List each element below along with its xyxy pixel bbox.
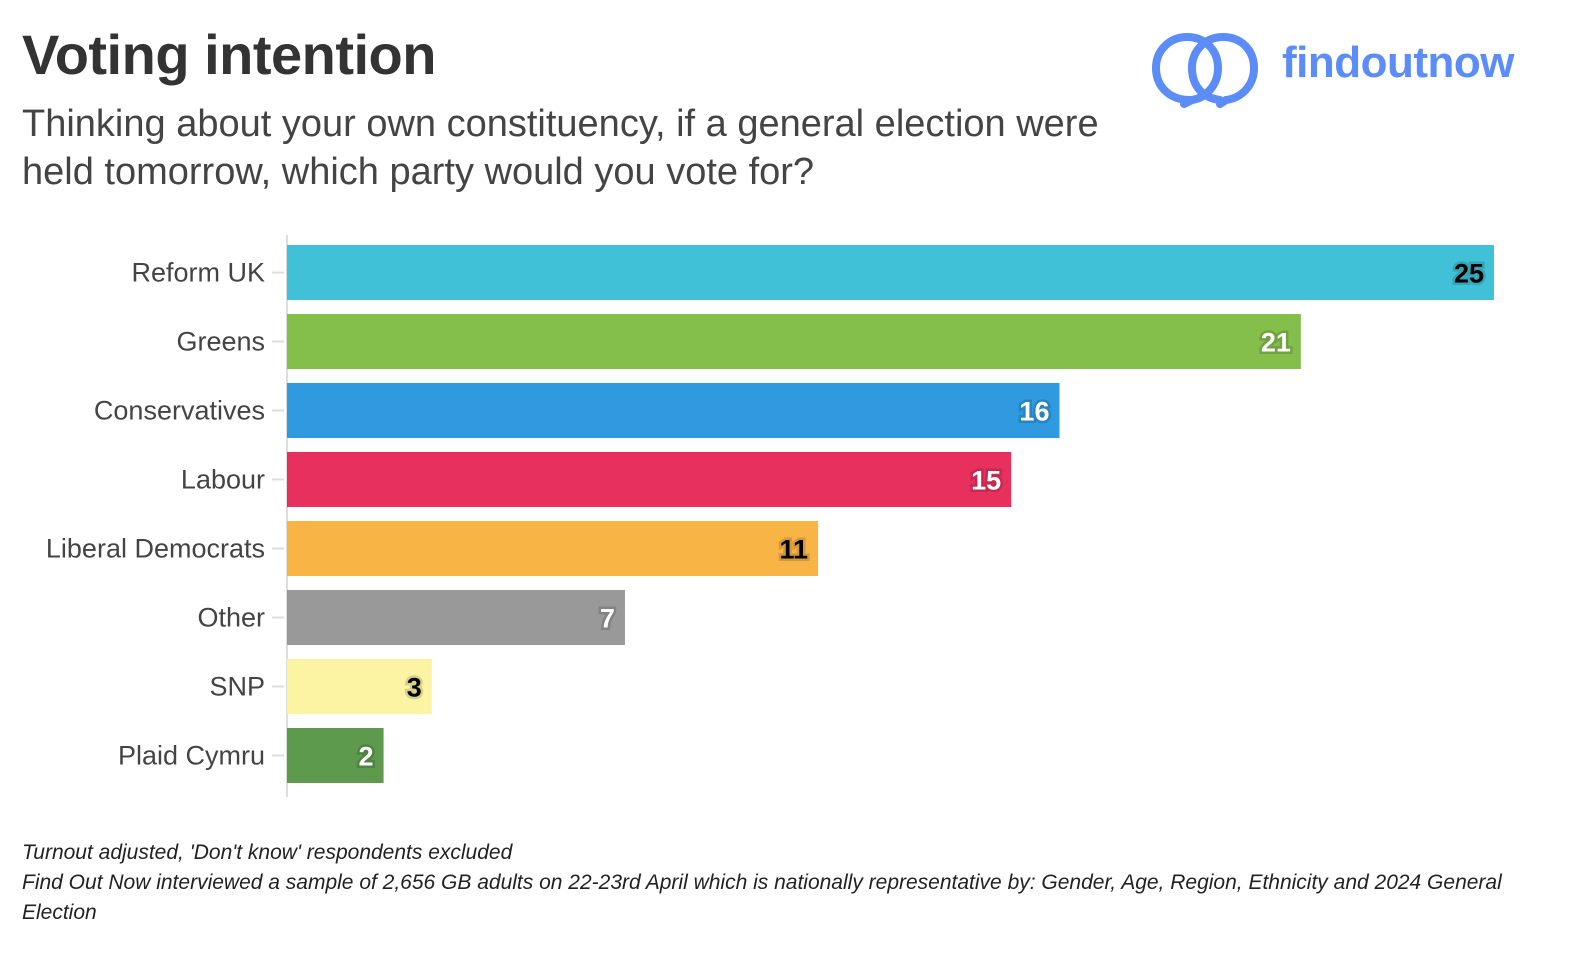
bar-snp	[287, 659, 432, 714]
category-label: Other	[197, 603, 265, 633]
data-label: 16	[1019, 397, 1049, 427]
chart-subtitle: Thinking about your own constituency, if…	[22, 103, 1099, 193]
category-label: Plaid Cymru	[118, 741, 265, 771]
logo-text: findoutnow	[1282, 38, 1515, 87]
bar-reform-uk	[287, 245, 1494, 300]
bar-greens	[287, 314, 1301, 369]
category-label: Conservatives	[94, 396, 265, 426]
bar-chart: Reform UK 25 Greens 21 Conservatives 16 Labour…	[46, 235, 1494, 797]
data-label: 2	[359, 742, 374, 772]
note-turnout: Turnout adjusted, 'Don't know' responden…	[22, 841, 513, 864]
bar-conservatives	[287, 383, 1060, 438]
bar-labour	[287, 452, 1012, 507]
category-label: SNP	[209, 672, 265, 702]
category-label: Liberal Democrats	[46, 534, 265, 564]
bar-other	[287, 590, 625, 645]
data-label: 21	[1261, 328, 1291, 358]
data-label: 25	[1454, 259, 1484, 289]
data-label: 15	[971, 466, 1001, 496]
logo-rings-icon	[1151, 32, 1259, 108]
category-label: Reform UK	[131, 258, 265, 288]
data-label: 7	[600, 604, 615, 634]
category-label: Labour	[181, 465, 265, 495]
note-methodology: Find Out Now interviewed a sample of 2,6…	[22, 871, 1502, 924]
category-label: Greens	[176, 327, 265, 357]
data-label: 11	[780, 535, 809, 565]
chart-notes: Turnout adjusted, 'Don't know' responden…	[22, 838, 1572, 928]
bar-plaid-cymru	[287, 728, 384, 783]
chart-title: Voting intention	[22, 23, 436, 86]
bar-liberal-democrats	[287, 521, 819, 576]
findoutnow-logo: findoutnow	[1150, 30, 1550, 110]
data-label: 3	[407, 673, 422, 703]
